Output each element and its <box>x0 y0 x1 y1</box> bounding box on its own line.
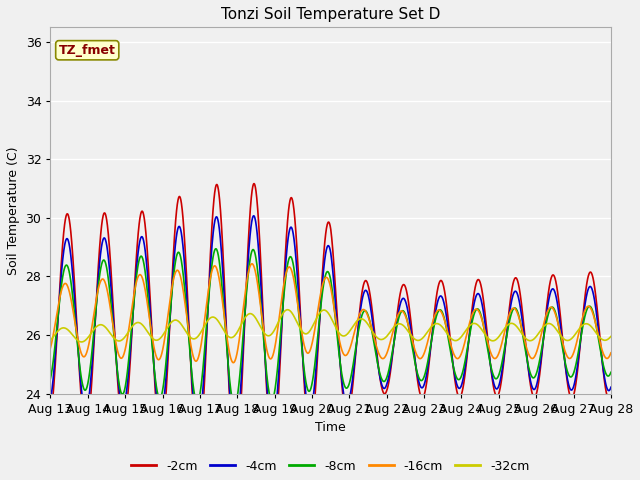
Legend: -2cm, -4cm, -8cm, -16cm, -32cm: -2cm, -4cm, -8cm, -16cm, -32cm <box>127 455 535 478</box>
X-axis label: Time: Time <box>316 421 346 434</box>
Y-axis label: Soil Temperature (C): Soil Temperature (C) <box>7 146 20 275</box>
Title: Tonzi Soil Temperature Set D: Tonzi Soil Temperature Set D <box>221 7 440 22</box>
Text: TZ_fmet: TZ_fmet <box>59 44 116 57</box>
